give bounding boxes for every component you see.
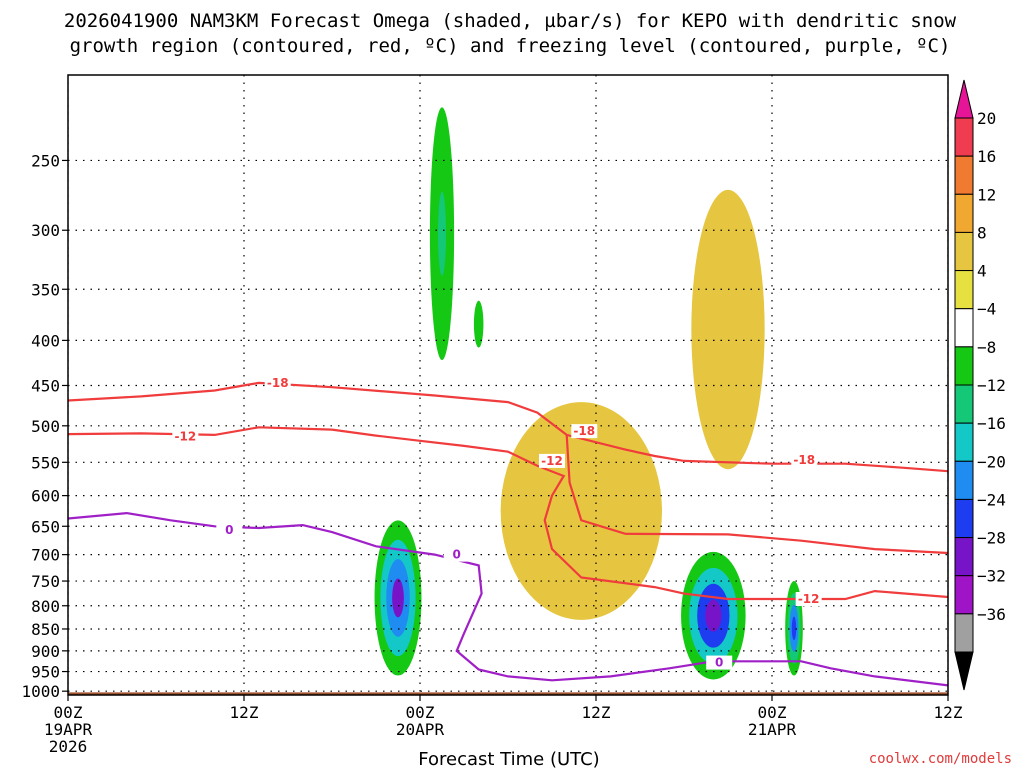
contour-layer: -18 -18 -18 -12 -12 -12 0 0 0: [68, 375, 948, 687]
colorbar-segment-1: [954, 155, 974, 195]
y-tick-label-600: 600: [31, 487, 60, 506]
y-tick-label-250: 250: [31, 151, 60, 170]
chart-title-line-2: growth region (contoured, red, ºC) and f…: [70, 35, 951, 57]
contour-label-bg-0-0: [264, 375, 291, 390]
colorbar-segment-3: [954, 231, 974, 272]
colorbar-label-3: 8: [977, 223, 987, 242]
plot-area: -18 -18 -18 -12 -12 -12 0 0 0: [68, 75, 948, 695]
x-tick-label-36-0: 12Z: [582, 703, 611, 722]
colorbar-segment-0: [954, 117, 974, 157]
colorbar-label-12: −32: [977, 567, 1006, 586]
colorbar-label-10: −24: [977, 490, 1006, 509]
colorbar-segment-10: [954, 498, 974, 539]
x-tick-label-60-0: 12Z: [934, 703, 963, 722]
contour-label-bg-2-0: [172, 429, 199, 444]
colorbar-segment-4: [954, 270, 974, 310]
contour-3: [68, 511, 948, 687]
omega-cell-5-level-3: [705, 599, 722, 632]
colorbar-segment-9: [954, 460, 974, 500]
colorbar-segment-12: [954, 575, 974, 615]
colorbar-bottom-triangle: [954, 651, 974, 691]
contour-label-3-1: 0: [452, 548, 460, 562]
contour-label-2-1: -12: [541, 454, 563, 468]
contour-label-bg-3-1: [443, 547, 470, 562]
contour-label-2-2: -12: [798, 592, 820, 606]
contour-2: [68, 426, 948, 601]
colorbar-segment-2: [954, 193, 974, 233]
colorbar-segment-13: [954, 613, 974, 653]
omega-shading-layer: [208, 75, 803, 680]
y-tick-label-500: 500: [31, 417, 60, 436]
contour-label-bg-0-2: [791, 453, 818, 468]
omega-cell-7-level-3: [561, 483, 602, 539]
colorbar-label-6: −8: [977, 338, 996, 357]
contour-label-bg-3-0: [216, 522, 243, 537]
contour-label-bg-2-1: [539, 453, 565, 468]
colorbar-label-9: −20: [977, 452, 1006, 471]
colorbar-segment-8: [954, 422, 974, 462]
colorbar-segment-6: [954, 346, 974, 386]
colorbar-label-5: −4: [977, 300, 996, 319]
omega-cell-4-level-3: [473, 300, 484, 348]
omega-cell-6-level-3: [791, 616, 797, 641]
omega-cell-8-level-3: [718, 294, 738, 365]
y-tick-label-750: 750: [31, 572, 60, 591]
contour-label-bg-3-2: [706, 655, 733, 670]
x-tick-label-24-0: 00Z: [406, 703, 435, 722]
y-tick-label-550: 550: [31, 453, 60, 472]
contour-label-bg-2-2: [795, 591, 822, 606]
x-tick-label-48-1: 21APR: [748, 720, 797, 739]
colorbar-label-7: −12: [977, 376, 1006, 395]
contour-1: [565, 434, 948, 555]
omega-cell-2-level-3: [392, 578, 404, 618]
contour-label-3-2: 0: [715, 656, 723, 670]
colorbar-label-2: 12: [977, 185, 996, 204]
y-tick-label-800: 800: [31, 597, 60, 616]
colorbar-top-triangle: [954, 79, 974, 119]
x-tick-label-24-1: 20APR: [396, 720, 445, 739]
y-tick-label-1000: 1000: [21, 682, 60, 701]
colorbar: 20 16 12 8 4 −4 −8 −12 −16 −20 −24 −28 −32 −36: [954, 79, 1006, 691]
omega-cell-3-level-3: [437, 191, 447, 276]
y-tick-label-650: 650: [31, 517, 60, 536]
x-tick-label-48-0: 00Z: [758, 703, 787, 722]
colorbar-label-0: 20: [977, 109, 996, 128]
omega-cell-0-level-3: [213, 248, 217, 263]
x-tick-label-0-2: 2026: [49, 737, 88, 756]
chart-title-line-1: 2026041900 NAM3KM Forecast Omega (shaded…: [64, 10, 957, 32]
colorbar-label-4: 4: [977, 262, 987, 281]
colorbar-label-1: 16: [977, 147, 996, 166]
contour-label-bg-0-1: [571, 424, 598, 439]
y-tick-label-350: 350: [31, 280, 60, 299]
colorbar-segment-11: [954, 537, 974, 577]
x-tick-label-0-0: 00Z: [54, 703, 83, 722]
x-tick-label-12-0: 12Z: [230, 703, 259, 722]
contour-label-0-1: -18: [573, 424, 595, 438]
y-tick-label-950: 950: [31, 663, 60, 682]
y-tick-label-450: 450: [31, 376, 60, 395]
y-tick-label-850: 850: [31, 620, 60, 639]
y-tick-label-900: 900: [31, 642, 60, 661]
y-axis: 250 300 350 400 450 500 550 600 650 700 750 800 850 9…: [21, 151, 68, 701]
x-axis-label: Forecast Time (UTC): [418, 749, 599, 768]
y-tick-label-300: 300: [31, 221, 60, 240]
colorbar-label-11: −28: [977, 529, 1006, 548]
colorbar-segment-7: [954, 384, 974, 424]
contour-label-0-0: -18: [267, 376, 289, 390]
colorbar-label-8: −16: [977, 414, 1006, 433]
contour-label-0-2: -18: [793, 453, 815, 467]
x-tick-label-0-1: 19APR: [44, 720, 93, 739]
y-tick-label-700: 700: [31, 546, 60, 565]
credit-text: coolwx.com/models: [869, 751, 1012, 767]
y-tick-label-400: 400: [31, 331, 60, 350]
contour-label-2-0: -12: [174, 429, 196, 443]
colorbar-label-13: −36: [977, 605, 1006, 624]
contour-label-3-0: 0: [225, 523, 233, 537]
colorbar-segment-5: [954, 308, 974, 348]
